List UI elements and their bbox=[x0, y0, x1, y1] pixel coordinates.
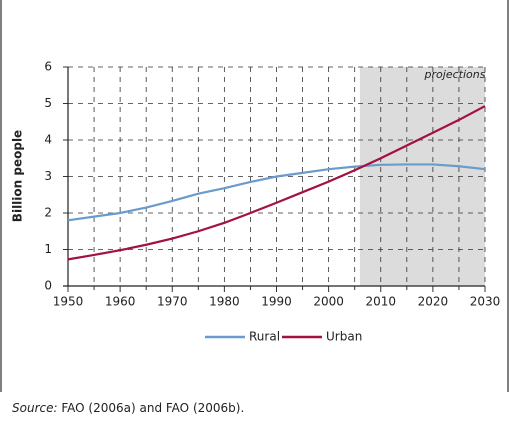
y-tick-label: 0 bbox=[44, 279, 52, 293]
y-tick-label: 6 bbox=[44, 60, 52, 74]
series-line bbox=[67, 163, 486, 222]
y-tick-label: 2 bbox=[44, 206, 52, 220]
x-tick-label: 1980 bbox=[209, 295, 240, 309]
series-line bbox=[67, 105, 486, 261]
x-tick-label: 2020 bbox=[418, 295, 449, 309]
x-tick-label: 1950 bbox=[53, 295, 84, 309]
y-tick-label: 1 bbox=[44, 242, 52, 256]
x-tick-label: 2030 bbox=[470, 295, 501, 309]
y-tick-label: 3 bbox=[44, 169, 52, 183]
source-label: Source: bbox=[12, 401, 58, 415]
y-axis-label: Billion people bbox=[11, 130, 25, 222]
x-tick-label: 1970 bbox=[157, 295, 188, 309]
source: Source: FAO (2006a) and FAO (2006b). bbox=[12, 401, 244, 415]
x-tick-label: 2010 bbox=[365, 295, 396, 309]
x-tick-label: 1960 bbox=[105, 295, 136, 309]
source-text: FAO (2006a) and FAO (2006b). bbox=[61, 401, 244, 415]
y-tick-label: 4 bbox=[44, 133, 52, 147]
legend-label: Urban bbox=[326, 330, 362, 344]
legend-label: Rural bbox=[249, 330, 280, 344]
y-tick-label: 5 bbox=[44, 96, 52, 110]
x-tick-label: 2000 bbox=[313, 295, 344, 309]
projection-label: projections bbox=[424, 68, 486, 81]
x-tick-label: 1990 bbox=[261, 295, 292, 309]
